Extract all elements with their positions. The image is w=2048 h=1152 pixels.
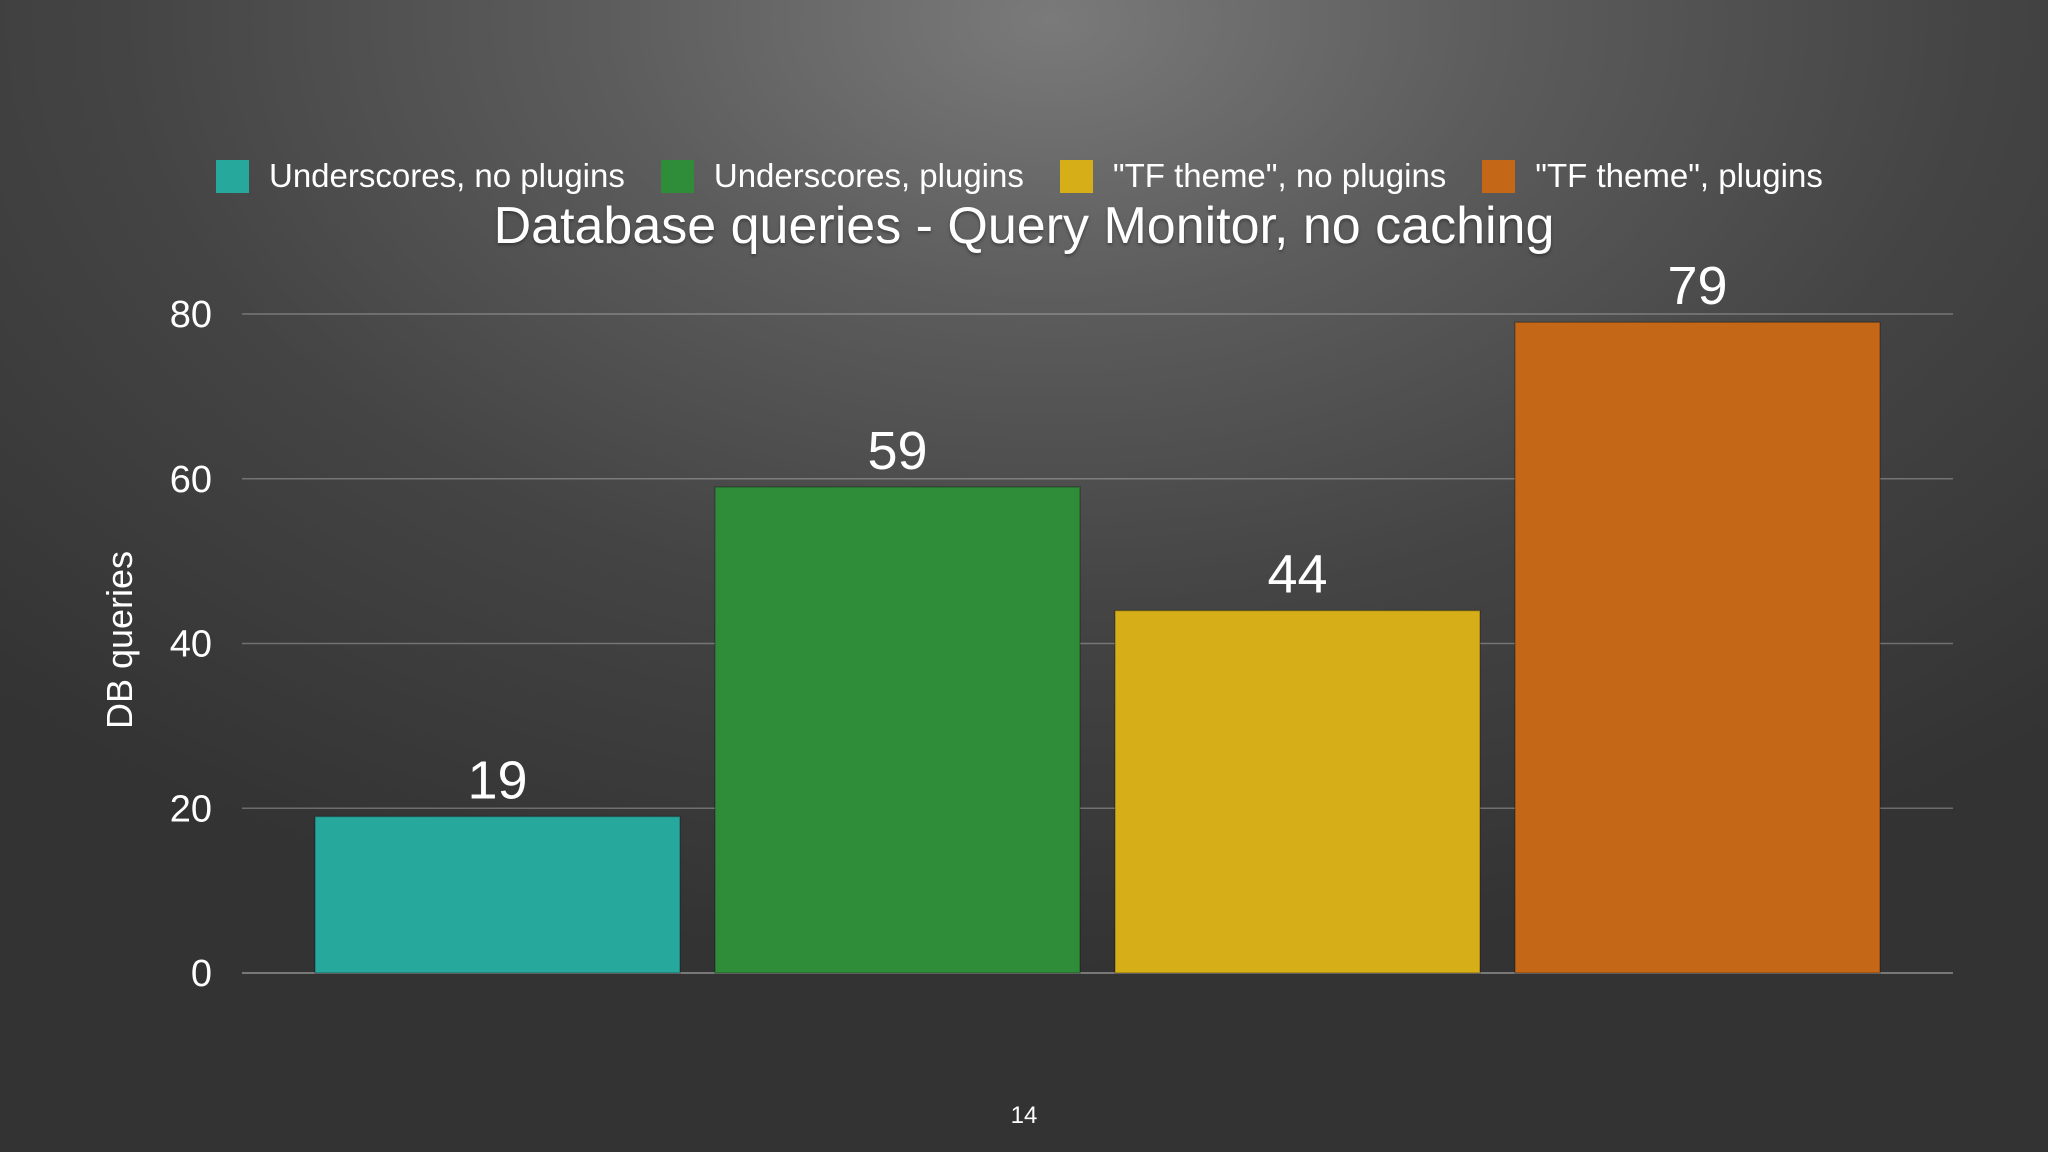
legend-label: Underscores, no plugins [269, 157, 625, 194]
legend-label: Underscores, plugins [713, 157, 1024, 194]
bar-value-label: 79 [1667, 256, 1727, 316]
y-tick-label: 20 [170, 788, 212, 830]
legend-swatch [1059, 159, 1093, 193]
y-tick-label: 0 [191, 953, 212, 995]
bar [1514, 321, 1881, 974]
y-tick-label: 80 [170, 294, 212, 336]
y-tick-label: 40 [170, 624, 212, 666]
legend-item-tf-theme-no-plugins: "TF theme", no plugins [1059, 157, 1447, 195]
legend-label: "TF theme", plugins [1535, 157, 1823, 194]
bar [1114, 609, 1481, 974]
legend-item-underscores-no-plugins: Underscores, no plugins [216, 157, 625, 195]
bar-value-label: 44 [1267, 545, 1327, 605]
legend-swatch [216, 159, 249, 193]
legend-item-underscores-plugins: Underscores, plugins [660, 157, 1024, 195]
bar-value-label: 19 [467, 750, 527, 810]
bar [714, 486, 1081, 974]
legend-label: "TF theme", no plugins [1112, 157, 1447, 194]
y-tick-label: 60 [170, 459, 212, 501]
bar [314, 815, 681, 974]
chart-title: Database queries - Query Monitor, no cac… [493, 197, 1555, 255]
legend-swatch [1482, 159, 1516, 193]
bar-value-label: 59 [867, 421, 927, 481]
legend-swatch [660, 159, 694, 193]
legend-item-tf-theme-plugins: "TF theme", plugins [1482, 157, 1823, 195]
page-number: 14 [1010, 1102, 1038, 1129]
chart-legend: Underscores, no plugins Underscores, plu… [216, 155, 1859, 197]
